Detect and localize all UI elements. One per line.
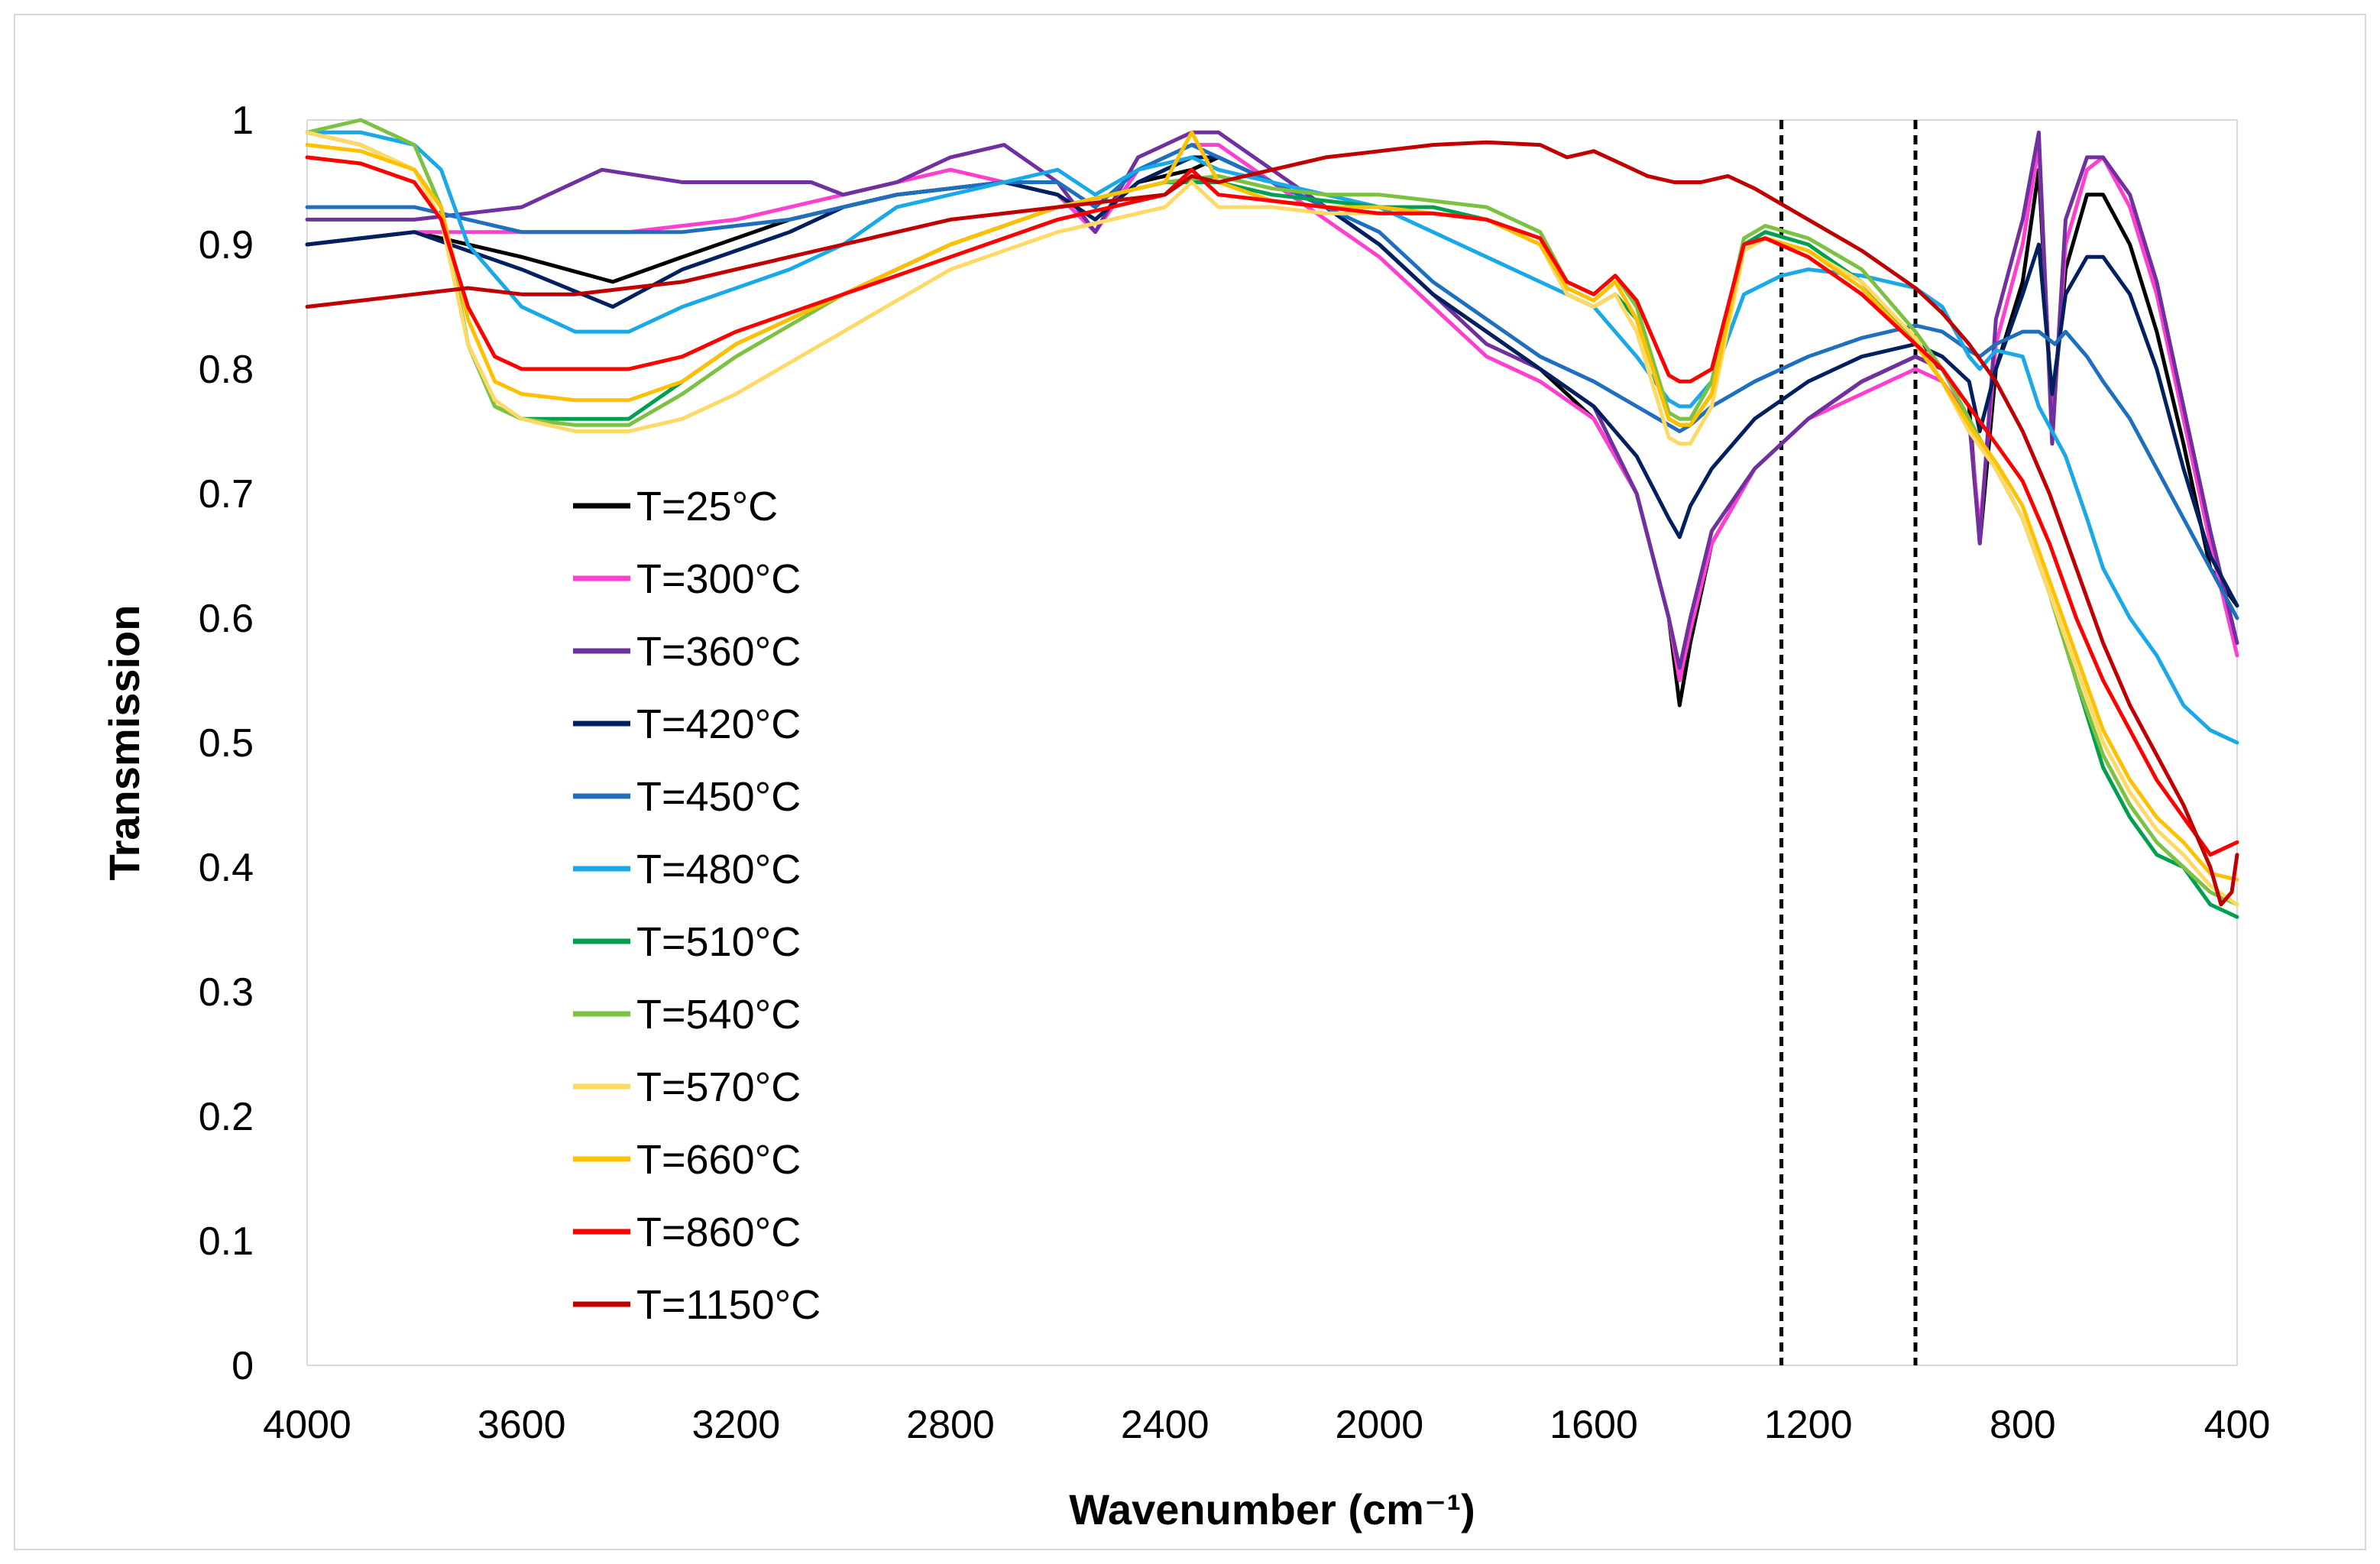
legend-label: T=570°C: [636, 1064, 801, 1110]
x-tick-label: 400: [2204, 1403, 2271, 1447]
y-tick-label: 0: [232, 1344, 254, 1388]
reference-lines: [1779, 120, 1918, 1365]
y-tick-labels: 0 0.1 0.2 0.3 0.4 0.5 0.6 0.7 0.8 0.9 1: [199, 99, 254, 1388]
x-tick-label: 2400: [1121, 1403, 1209, 1447]
legend-label: T=860°C: [636, 1209, 801, 1255]
x-tick-label: 2000: [1335, 1403, 1423, 1447]
series-line: [305, 140, 2239, 907]
legend-label: T=25°C: [636, 484, 778, 529]
x-tick-label: 1600: [1549, 1403, 1638, 1447]
series-line: [305, 130, 2239, 907]
series-line: [305, 118, 2239, 907]
y-tick-label: 0.6: [199, 597, 254, 641]
x-tick-label: 3600: [478, 1403, 566, 1447]
y-tick-label: 1: [232, 99, 254, 143]
legend-label: T=360°C: [636, 629, 801, 675]
y-axis-title: Transmission: [100, 604, 148, 880]
x-tick-label: 800: [1990, 1403, 2056, 1447]
x-tick-label: 4000: [263, 1403, 351, 1447]
series-line: [305, 130, 2239, 919]
legend-label: T=1150°C: [636, 1282, 821, 1328]
legend-label: T=480°C: [636, 847, 801, 892]
series-line: [305, 130, 2239, 882]
legend-label: T=420°C: [636, 701, 801, 747]
y-tick-label: 0.3: [199, 970, 254, 1015]
series-line: [305, 130, 2239, 745]
series-line: [305, 143, 2239, 682]
x-axis-title: Wavenumber (cm⁻¹): [1069, 1485, 1475, 1533]
legend-label: T=540°C: [636, 992, 801, 1038]
y-tick-label: 0.4: [199, 846, 254, 890]
x-tick-label: 2800: [906, 1403, 995, 1447]
legend-label: T=300°C: [636, 556, 801, 602]
x-tick-label: 3200: [691, 1403, 780, 1447]
legend-label: T=450°C: [636, 774, 801, 820]
series-line: [305, 143, 2239, 620]
y-tick-label: 0.8: [199, 348, 254, 392]
y-tick-label: 0.7: [199, 472, 254, 516]
series-line: [305, 155, 2239, 857]
x-tick-label: 1200: [1764, 1403, 1853, 1447]
series-lines: [305, 118, 2239, 919]
y-tick-label: 0.1: [199, 1219, 254, 1264]
legend-label: T=510°C: [636, 919, 801, 965]
plot-area-border: [306, 119, 2238, 1366]
legend-label: T=660°C: [636, 1137, 801, 1183]
y-tick-label: 0.5: [199, 721, 254, 766]
chart-frame: [14, 14, 2366, 1550]
legend: T=25°C T=300°C T=360°C T=420°C T=450°C T=480°…: [573, 484, 821, 1328]
y-tick-label: 0.9: [199, 223, 254, 267]
x-tick-labels: 4000 3600 3200 2800 2400 2000 1600 1200 800 400: [263, 1403, 2270, 1447]
y-tick-label: 0.2: [199, 1095, 254, 1139]
